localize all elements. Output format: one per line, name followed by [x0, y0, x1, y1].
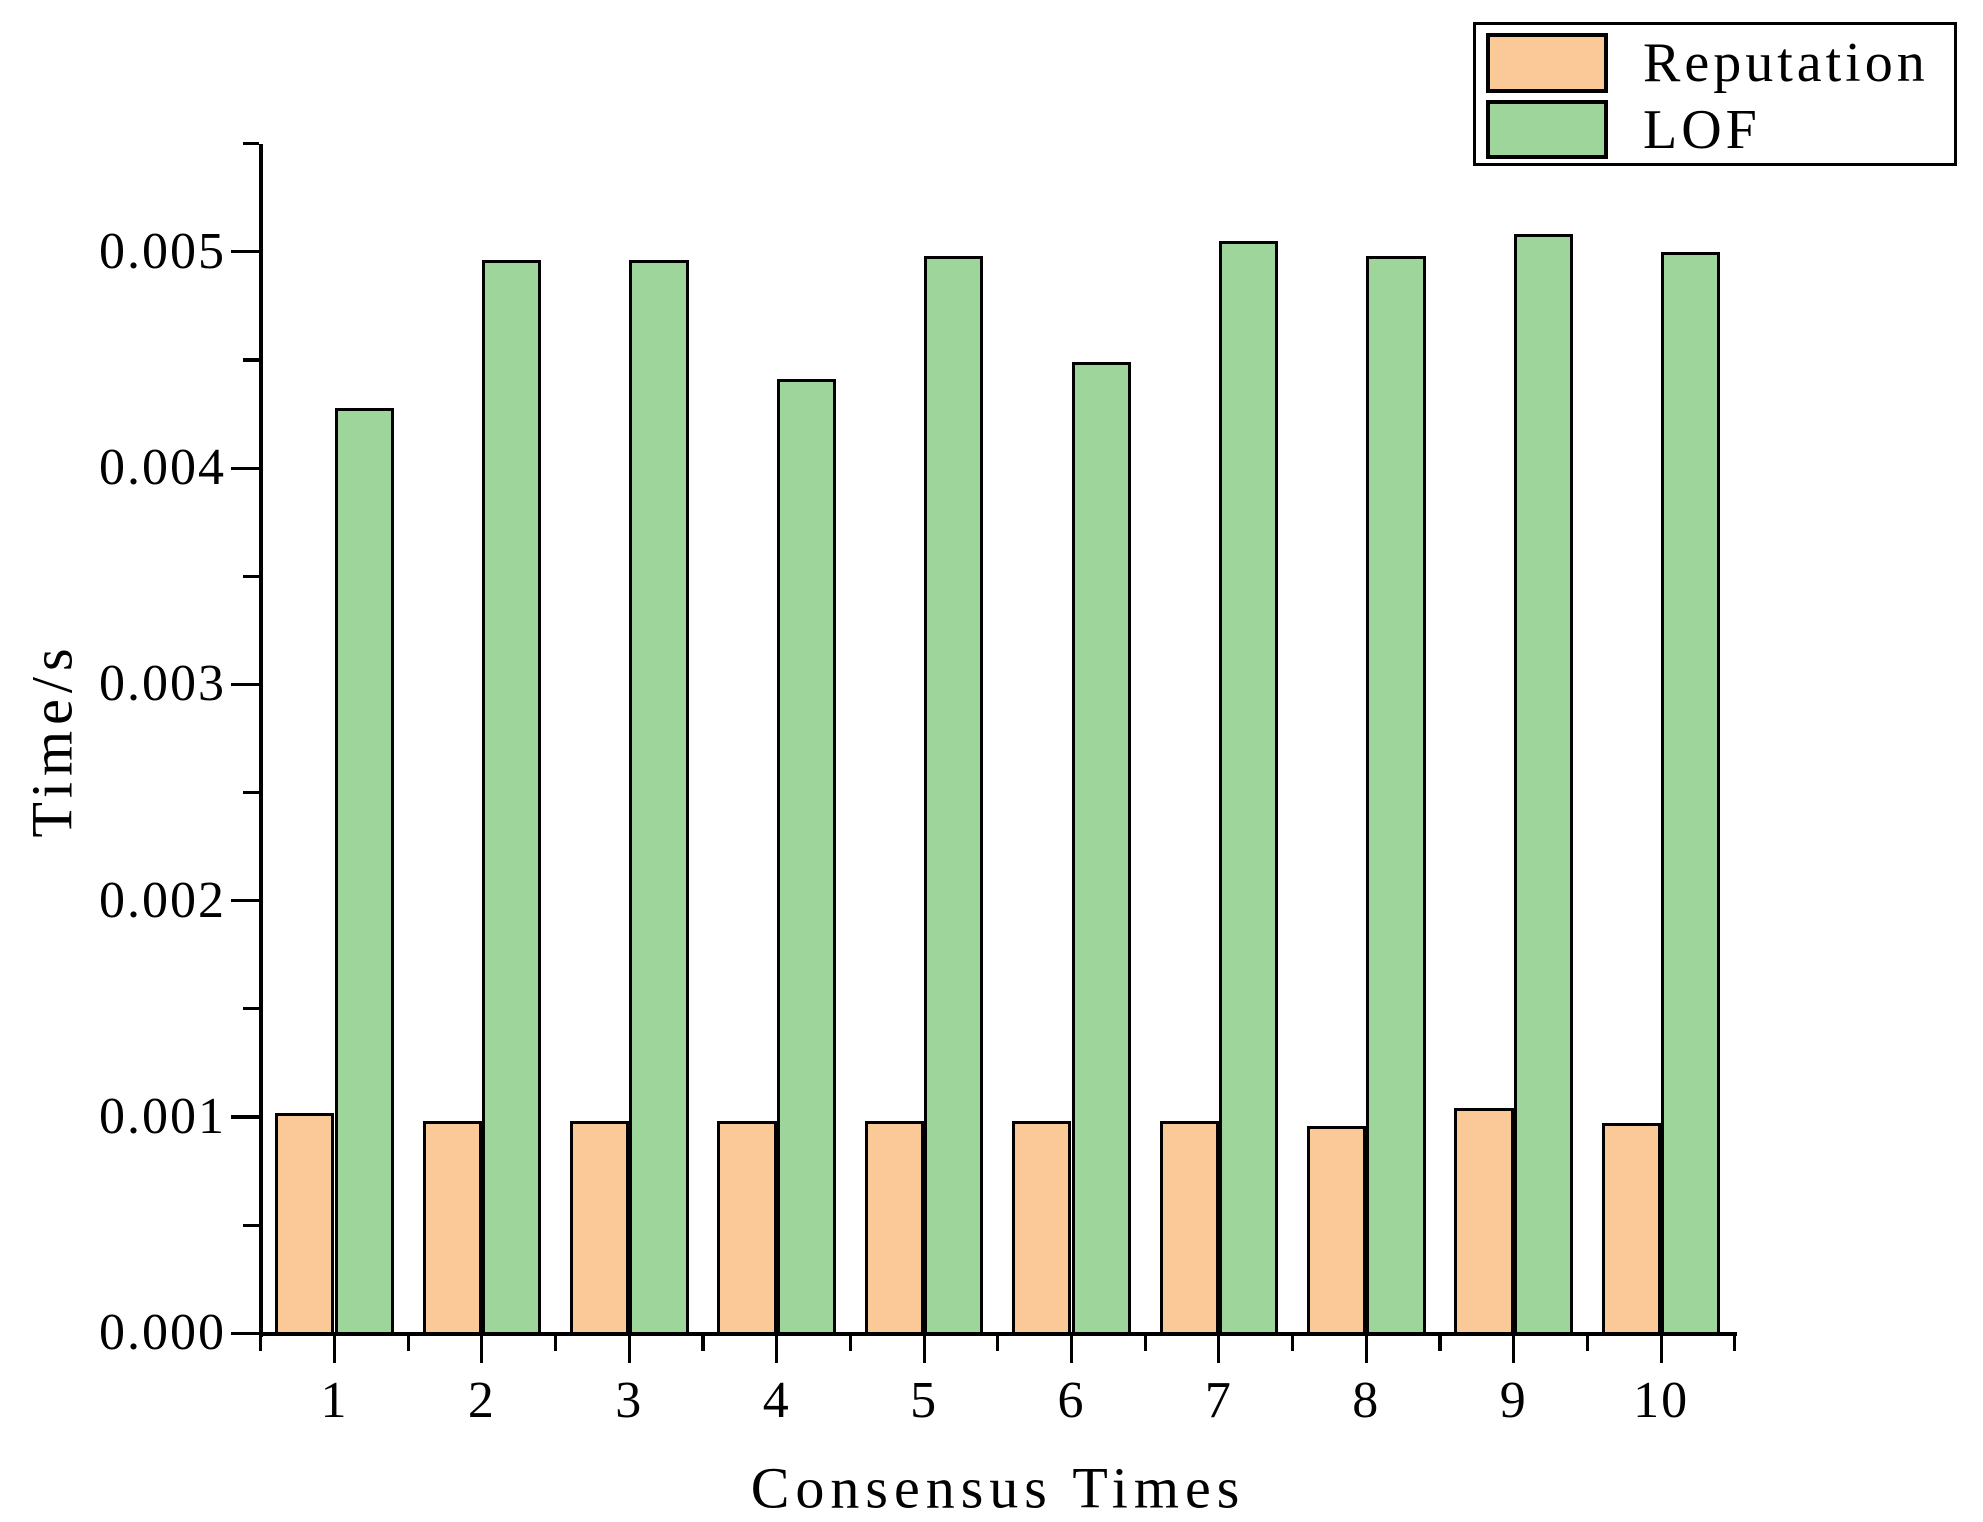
- y-minor-tick-0.0025: [243, 790, 260, 795]
- x-minor-tick-7.5: [1291, 1335, 1295, 1352]
- x-major-tick-1: [332, 1335, 337, 1364]
- x-axis-spine: [259, 1332, 1737, 1336]
- bar-reputation-1: [275, 1112, 335, 1336]
- bar-lof-10: [1661, 251, 1721, 1336]
- y-major-tick-0.000: [231, 1331, 260, 1335]
- y-axis-spine: [259, 143, 263, 1337]
- x-minor-tick-1.5: [406, 1335, 410, 1352]
- x-tick-label-5: 5: [910, 1372, 939, 1429]
- y-major-tick-0.004: [231, 466, 260, 470]
- bar-reputation-5: [864, 1121, 925, 1336]
- y-tick-label-0.005: 0.005: [99, 222, 226, 280]
- x-major-tick-6: [1069, 1335, 1074, 1364]
- bar-lof-3: [629, 260, 689, 1336]
- x-tick-label-3: 3: [615, 1372, 644, 1429]
- y-tick-label-0.004: 0.004: [99, 439, 226, 497]
- bar-reputation-8: [1307, 1125, 1367, 1336]
- bar-reputation-4: [717, 1121, 777, 1336]
- x-minor-tick-9.5: [1585, 1335, 1589, 1352]
- x-minor-tick-0.5: [259, 1335, 263, 1352]
- x-major-tick-8: [1364, 1335, 1368, 1364]
- x-major-tick-5: [922, 1335, 926, 1364]
- x-tick-label-9: 9: [1499, 1372, 1528, 1429]
- x-tick-label-10: 10: [1633, 1372, 1690, 1429]
- y-tick-label-0.003: 0.003: [99, 655, 226, 713]
- legend-item-reputation: Reputation: [1486, 33, 1929, 93]
- bar-reputation-6: [1012, 1121, 1072, 1336]
- y-minor-tick-0.0045: [243, 358, 260, 362]
- x-tick-label-2: 2: [467, 1372, 496, 1429]
- bar-lof-7: [1218, 240, 1279, 1336]
- y-tick-label-0.002: 0.002: [99, 871, 226, 929]
- x-minor-tick-3.5: [701, 1335, 705, 1352]
- y-major-tick-0.003: [231, 682, 260, 686]
- x-axis-label: Consensus Times: [750, 1455, 1246, 1521]
- x-minor-tick-6.5: [1143, 1335, 1147, 1352]
- x-minor-tick-5.5: [996, 1335, 1000, 1352]
- y-major-tick-0.005: [231, 250, 260, 254]
- x-tick-label-7: 7: [1204, 1372, 1233, 1429]
- legend: Reputation LOF: [1473, 22, 1957, 166]
- bar-reputation-3: [570, 1121, 630, 1336]
- x-major-tick-7: [1217, 1335, 1221, 1364]
- x-tick-label-1: 1: [320, 1372, 349, 1429]
- bar-reputation-7: [1159, 1121, 1219, 1336]
- x-minor-tick-10.5: [1733, 1335, 1737, 1352]
- y-major-tick-0.002: [231, 899, 260, 903]
- x-minor-tick-4.5: [848, 1335, 852, 1352]
- y-minor-tick-0.0015: [243, 1007, 260, 1011]
- bar-lof-5: [924, 256, 984, 1336]
- x-major-tick-3: [627, 1335, 631, 1364]
- x-minor-tick-8.5: [1438, 1335, 1442, 1352]
- y-major-tick-0.001: [231, 1115, 260, 1119]
- legend-item-lof: LOF: [1486, 100, 1761, 159]
- x-major-tick-4: [775, 1335, 779, 1364]
- x-major-tick-2: [480, 1335, 484, 1364]
- bar-reputation-10: [1601, 1123, 1662, 1336]
- bar-reputation-2: [422, 1121, 482, 1336]
- bar-lof-2: [481, 260, 542, 1336]
- legend-swatch-reputation: [1486, 33, 1608, 93]
- legend-label-reputation: Reputation: [1643, 32, 1929, 94]
- bar-reputation-9: [1454, 1108, 1514, 1336]
- legend-label-lof: LOF: [1643, 98, 1761, 161]
- x-tick-label-6: 6: [1057, 1372, 1086, 1429]
- x-tick-label-4: 4: [762, 1372, 791, 1429]
- legend-swatch-lof: [1486, 100, 1608, 159]
- y-minor-tick-0.0055: [243, 142, 260, 146]
- y-axis-label: Time/s: [19, 642, 85, 838]
- y-tick-label-0.000: 0.000: [99, 1304, 226, 1362]
- bar-lof-4: [776, 379, 836, 1336]
- x-major-tick-10: [1659, 1335, 1663, 1364]
- x-minor-tick-2.5: [554, 1335, 558, 1352]
- y-minor-tick-0.0035: [243, 574, 260, 578]
- x-major-tick-9: [1512, 1335, 1516, 1364]
- y-tick-label-0.001: 0.001: [99, 1088, 226, 1145]
- bar-lof-1: [334, 407, 394, 1336]
- bar-lof-8: [1366, 256, 1426, 1336]
- y-minor-tick-0.0005: [243, 1223, 260, 1227]
- x-tick-label-8: 8: [1352, 1372, 1381, 1429]
- bar-lof-6: [1071, 362, 1131, 1336]
- bar-lof-9: [1513, 234, 1573, 1336]
